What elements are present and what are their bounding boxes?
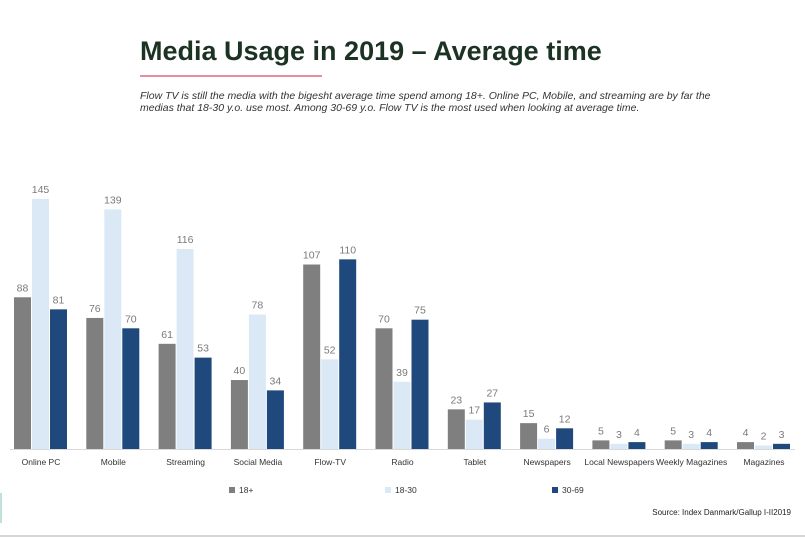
bar-30-69	[411, 319, 429, 449]
category-label: Radio	[391, 457, 413, 467]
data-label: 2	[761, 431, 767, 443]
bar-18-	[664, 440, 682, 449]
data-label: 81	[53, 294, 65, 306]
data-label: 70	[378, 313, 390, 325]
data-label: 39	[396, 367, 408, 379]
data-label: 34	[270, 375, 282, 387]
bar-18-30	[393, 381, 411, 449]
legend-swatch	[385, 487, 391, 493]
data-label: 78	[252, 300, 264, 312]
bar-18-	[158, 343, 176, 449]
category-label: Weekly Magazines	[656, 457, 727, 467]
category-label: Local Newspapers	[584, 457, 654, 467]
bar-18-	[447, 409, 465, 449]
bar-30-69	[556, 428, 574, 449]
bar-30-69	[628, 442, 646, 449]
bar-18-	[737, 442, 754, 449]
data-label: 75	[414, 305, 426, 317]
data-label: 3	[688, 429, 694, 441]
bar-18-	[14, 297, 31, 449]
bar-18-	[375, 328, 393, 449]
bar-30-69	[266, 390, 284, 449]
data-label: 139	[104, 194, 122, 206]
category-label: Tablet	[463, 457, 486, 467]
bar-18-30	[755, 445, 772, 449]
legend-swatch	[229, 487, 235, 493]
bar-30-69	[50, 309, 67, 449]
bar-30-69	[194, 357, 212, 449]
chart-title: Media Usage in 2019 – Average time	[140, 36, 602, 66]
bar-30-69	[122, 328, 140, 449]
category-label: Newspapers	[523, 457, 570, 467]
data-label: 53	[197, 343, 209, 355]
bar-18-30	[321, 359, 339, 449]
data-label: 4	[743, 427, 749, 439]
bar-18-30	[682, 443, 700, 449]
data-label: 61	[161, 329, 173, 341]
bottom-border	[0, 535, 805, 537]
data-label: 110	[339, 244, 356, 256]
bar-30-69	[773, 443, 790, 449]
source-note: Source: Index Danmark/Gallup I-II2019	[652, 508, 791, 517]
data-label: 70	[125, 313, 137, 325]
data-label: 4	[634, 427, 640, 439]
data-label: 3	[616, 429, 622, 441]
category-label: Magazines	[743, 457, 784, 467]
data-label: 107	[303, 250, 321, 262]
legend-label: 18+	[239, 485, 253, 495]
bar-18-30	[104, 209, 122, 449]
legend-label: 18-30	[395, 485, 417, 495]
bar-18-	[230, 380, 248, 449]
data-label: 4	[706, 427, 712, 439]
data-label: 5	[598, 425, 604, 437]
category-label: Mobile	[101, 457, 126, 467]
bar-18-30	[538, 438, 556, 449]
title-underline	[140, 75, 322, 77]
data-label: 17	[468, 405, 480, 417]
data-label: 23	[450, 394, 462, 406]
data-label: 5	[670, 425, 676, 437]
left-edge-accent	[0, 493, 2, 523]
bar-18-30	[176, 249, 194, 449]
data-label: 6	[544, 424, 550, 436]
category-label: Online PC	[22, 457, 61, 467]
data-label: 88	[17, 282, 29, 294]
data-label: 27	[486, 387, 498, 399]
chart-subtitle: Flow TV is still the media with the bige…	[140, 90, 711, 114]
bar-18-	[303, 264, 321, 449]
bar-18-30	[610, 443, 628, 449]
bar-18-	[86, 317, 104, 449]
bar-30-69	[339, 259, 357, 449]
bar-18-30	[248, 314, 266, 449]
bar-18-	[592, 440, 610, 449]
data-label: 3	[779, 429, 785, 441]
legend-swatch	[552, 487, 558, 493]
category-label: Streaming	[166, 457, 205, 467]
category-label: Flow-TV	[314, 457, 346, 467]
bar-30-69	[700, 442, 718, 449]
data-label: 12	[559, 413, 571, 425]
bar-18-30	[465, 419, 483, 449]
bar-18-30	[32, 199, 49, 449]
data-label: 145	[32, 184, 50, 196]
data-label: 15	[523, 408, 535, 420]
data-label: 52	[324, 344, 336, 356]
bar-18-	[520, 423, 538, 449]
data-label: 116	[177, 234, 194, 246]
data-label: 40	[234, 365, 246, 377]
legend-label: 30-69	[562, 485, 584, 495]
bar-30-69	[483, 402, 501, 449]
category-label: Social Media	[234, 457, 283, 467]
data-label: 76	[89, 303, 101, 315]
